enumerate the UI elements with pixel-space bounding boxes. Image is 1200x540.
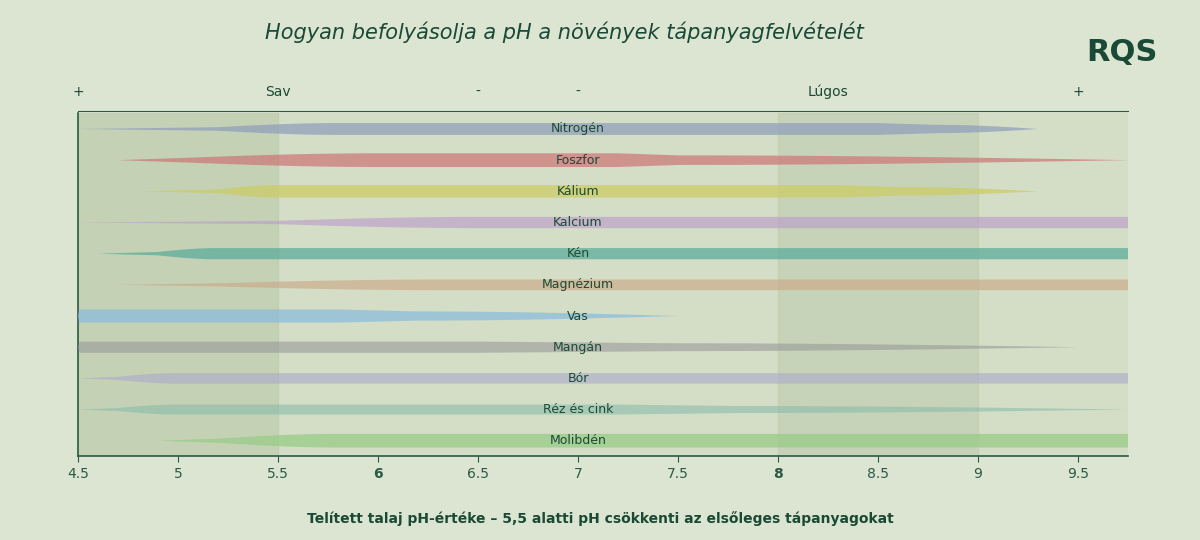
Text: Bór: Bór	[568, 372, 589, 385]
Polygon shape	[138, 185, 1038, 198]
Text: +: +	[72, 85, 84, 99]
Polygon shape	[118, 153, 1128, 167]
Polygon shape	[78, 342, 1078, 353]
Polygon shape	[78, 309, 678, 322]
Text: RQS: RQS	[1087, 38, 1158, 67]
Text: Hogyan befolyásolja a pH a növények tápanyagfelvételét: Hogyan befolyásolja a pH a növények tápa…	[265, 22, 863, 43]
Text: Vas: Vas	[568, 309, 589, 322]
Text: Kálium: Kálium	[557, 185, 599, 198]
Text: -: -	[475, 85, 480, 99]
Text: Sav: Sav	[265, 85, 290, 99]
Text: Kalcium: Kalcium	[553, 216, 602, 229]
Polygon shape	[78, 123, 1038, 135]
Bar	[78, 113, 278, 456]
Text: Kén: Kén	[566, 247, 589, 260]
Polygon shape	[158, 434, 1128, 448]
Text: Réz és cink: Réz és cink	[542, 403, 613, 416]
Text: Nitrogén: Nitrogén	[551, 123, 605, 136]
Text: Molibdén: Molibdén	[550, 434, 606, 447]
Text: Mangán: Mangán	[553, 341, 604, 354]
Polygon shape	[118, 280, 1128, 290]
Text: -: -	[576, 85, 581, 99]
Polygon shape	[98, 248, 1128, 259]
Polygon shape	[78, 217, 1128, 228]
Text: Lúgos: Lúgos	[808, 85, 848, 99]
Bar	[778, 113, 978, 456]
Polygon shape	[78, 373, 1128, 383]
Polygon shape	[78, 404, 1128, 415]
Text: Foszfor: Foszfor	[556, 154, 600, 167]
Text: Magnézium: Magnézium	[542, 278, 614, 292]
Text: +: +	[1072, 85, 1084, 99]
Text: Telített talaj pH-értéke – 5,5 alatti pH csökkenti az elsőleges tápanyagokat: Telített talaj pH-értéke – 5,5 alatti pH…	[307, 511, 893, 526]
